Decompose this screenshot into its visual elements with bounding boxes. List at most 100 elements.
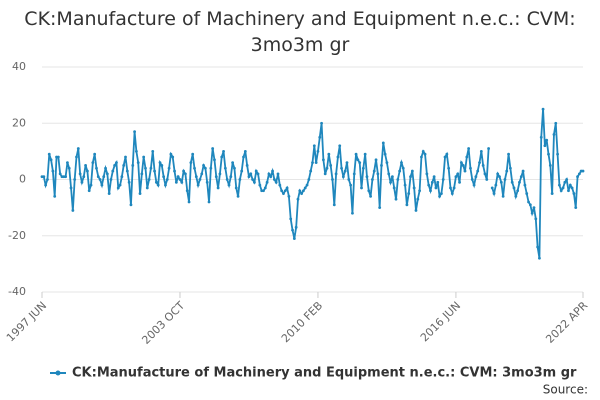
point bbox=[194, 175, 198, 179]
point bbox=[577, 172, 581, 176]
point bbox=[519, 175, 523, 179]
point bbox=[296, 197, 300, 201]
point bbox=[465, 155, 469, 159]
point bbox=[561, 186, 565, 190]
point bbox=[325, 166, 329, 170]
point bbox=[220, 155, 224, 159]
point bbox=[378, 206, 382, 210]
point bbox=[300, 192, 304, 195]
point bbox=[536, 245, 540, 249]
point bbox=[463, 169, 467, 173]
point bbox=[242, 155, 245, 159]
point bbox=[265, 180, 269, 184]
point bbox=[133, 130, 136, 134]
point bbox=[253, 180, 256, 184]
point bbox=[410, 169, 414, 173]
point bbox=[98, 178, 102, 181]
point bbox=[539, 135, 543, 139]
point bbox=[80, 180, 84, 184]
point bbox=[225, 178, 229, 181]
point bbox=[459, 161, 463, 165]
point bbox=[516, 189, 520, 193]
point bbox=[272, 178, 276, 181]
point bbox=[180, 180, 184, 184]
point bbox=[403, 183, 407, 187]
point bbox=[425, 172, 429, 176]
point bbox=[351, 211, 354, 215]
point bbox=[548, 164, 552, 167]
point bbox=[514, 194, 518, 198]
point bbox=[470, 178, 474, 181]
point bbox=[525, 192, 529, 195]
point bbox=[510, 180, 514, 184]
point bbox=[416, 197, 420, 201]
chart-title: CK:Manufacture of Machinery and Equipmen… bbox=[24, 8, 576, 56]
point bbox=[176, 175, 180, 179]
point bbox=[361, 166, 365, 170]
point bbox=[534, 217, 538, 221]
point bbox=[254, 169, 258, 173]
x-tick-label: 2003 OCT bbox=[139, 299, 187, 347]
point bbox=[145, 186, 149, 190]
point bbox=[352, 172, 356, 176]
point bbox=[147, 178, 151, 181]
point bbox=[508, 166, 512, 170]
point bbox=[84, 164, 87, 167]
point bbox=[185, 189, 189, 193]
x-tick-label: 2016 JUN bbox=[418, 299, 463, 344]
point bbox=[554, 121, 558, 125]
point bbox=[479, 149, 483, 153]
point bbox=[349, 183, 353, 187]
point bbox=[149, 166, 153, 170]
point bbox=[321, 158, 325, 162]
point bbox=[73, 178, 77, 181]
point bbox=[390, 175, 394, 179]
point bbox=[528, 203, 532, 207]
point bbox=[530, 211, 534, 215]
point bbox=[156, 183, 160, 187]
point bbox=[543, 144, 547, 148]
point bbox=[249, 172, 253, 176]
point bbox=[205, 180, 209, 184]
point bbox=[334, 172, 338, 176]
point bbox=[69, 186, 73, 190]
point bbox=[331, 178, 334, 181]
point bbox=[269, 175, 273, 179]
point bbox=[452, 186, 456, 190]
point bbox=[385, 161, 389, 165]
point bbox=[56, 155, 60, 159]
legend-marker bbox=[55, 370, 61, 376]
point bbox=[512, 186, 516, 190]
point bbox=[44, 183, 48, 187]
point bbox=[189, 161, 193, 165]
point bbox=[115, 161, 118, 165]
point bbox=[118, 183, 122, 187]
point bbox=[574, 206, 578, 210]
point bbox=[125, 169, 129, 173]
point bbox=[485, 178, 489, 181]
point bbox=[184, 172, 187, 176]
point bbox=[445, 152, 449, 156]
point bbox=[307, 178, 311, 181]
point bbox=[292, 237, 296, 240]
point bbox=[193, 166, 196, 170]
point bbox=[456, 172, 460, 176]
point bbox=[171, 155, 175, 159]
point bbox=[387, 172, 391, 176]
point bbox=[142, 155, 146, 159]
point bbox=[547, 152, 550, 156]
point bbox=[389, 180, 392, 184]
point bbox=[87, 189, 91, 193]
point bbox=[245, 164, 249, 167]
point bbox=[487, 147, 490, 150]
point bbox=[113, 164, 117, 167]
point bbox=[472, 183, 476, 187]
point bbox=[102, 175, 106, 179]
point bbox=[501, 194, 505, 198]
point bbox=[162, 175, 166, 179]
point bbox=[160, 164, 164, 167]
point bbox=[251, 178, 254, 181]
point bbox=[122, 164, 126, 167]
point bbox=[262, 189, 265, 193]
